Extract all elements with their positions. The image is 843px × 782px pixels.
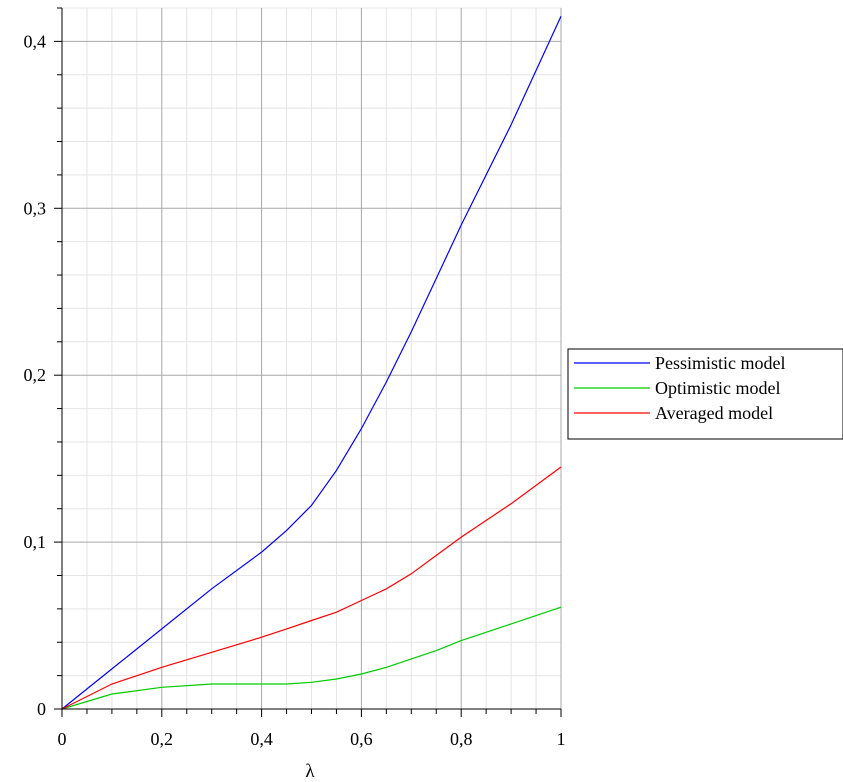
x-tick-label: 0,2	[151, 729, 174, 749]
legend-label-pessimistic-model: Pessimistic model	[655, 353, 786, 373]
minor-grid	[62, 7, 561, 709]
x-tick-label: 0,6	[350, 729, 373, 749]
major-grid	[62, 8, 562, 709]
y-tick-label: 0	[37, 699, 46, 719]
axes	[54, 7, 562, 717]
series-line-pessimistic-model	[61, 16, 562, 710]
series-line-averaged-model	[61, 466, 562, 710]
x-tick-label: 0,4	[250, 729, 273, 749]
legend-label-averaged-model: Averaged model	[655, 403, 773, 423]
legend-label-optimistic-model: Optimistic model	[655, 378, 781, 398]
legend: Pessimistic model Optimistic model Average…	[567, 348, 843, 440]
y-tick-label: 0,4	[24, 31, 47, 51]
x-tick-label: 0	[58, 729, 67, 749]
legend-box	[567, 348, 843, 440]
x-axis-label: λ	[305, 761, 315, 782]
x-tick-label: 1	[557, 729, 566, 749]
x-tick-label: 0,8	[450, 729, 473, 749]
y-tick-label: 0,1	[24, 532, 47, 552]
series-line-optimistic-model	[61, 606, 562, 710]
y-tick-label: 0,3	[24, 198, 47, 218]
series-lines	[61, 16, 562, 710]
y-tick-label: 0,2	[24, 365, 47, 385]
tick-labels: 0 0,2 0,4 0,6 0,8 1 0 0,1 0,2 0,3 0,4	[24, 31, 566, 749]
